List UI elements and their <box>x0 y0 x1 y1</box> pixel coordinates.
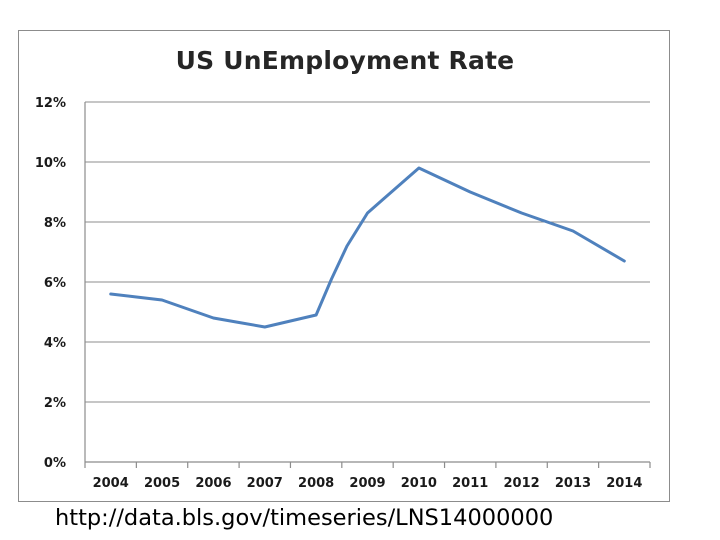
x-tick-label: 2006 <box>195 476 231 491</box>
chart-title: US UnEmployment Rate <box>175 46 515 75</box>
series-lines <box>109 166 626 329</box>
y-tick-label: 8% <box>44 216 66 231</box>
y-tick-label: 2% <box>44 396 66 411</box>
x-tick-label: 2010 <box>401 476 437 491</box>
source-caption: http://data.bls.gov/timeseries/LNS140000… <box>55 505 554 531</box>
x-tick-label: 2013 <box>555 476 591 491</box>
series-line <box>109 166 626 329</box>
x-tick-label: 2004 <box>93 476 129 491</box>
axes <box>84 102 651 468</box>
x-tick-label: 2014 <box>606 476 642 491</box>
x-tick-label: 2008 <box>298 476 334 491</box>
y-tick-label: 0% <box>44 456 66 471</box>
chart-frame <box>18 30 670 502</box>
x-tick-label: 2005 <box>144 476 180 491</box>
x-tick-label: 2011 <box>452 476 488 491</box>
y-tick-label: 12% <box>35 96 66 111</box>
y-tick-label: 6% <box>44 276 66 291</box>
x-tick-label: 2012 <box>503 476 539 491</box>
y-tick-label: 4% <box>44 336 66 351</box>
grid-lines <box>85 101 650 403</box>
y-tick-label: 10% <box>35 156 66 171</box>
x-tick-label: 2007 <box>247 476 283 491</box>
tick-labels: 0% 2% 4% 6% 8% 10% 12% 2004 2005 2006 2007 2008 2009… <box>35 96 643 491</box>
x-tick-label: 2009 <box>349 476 385 491</box>
